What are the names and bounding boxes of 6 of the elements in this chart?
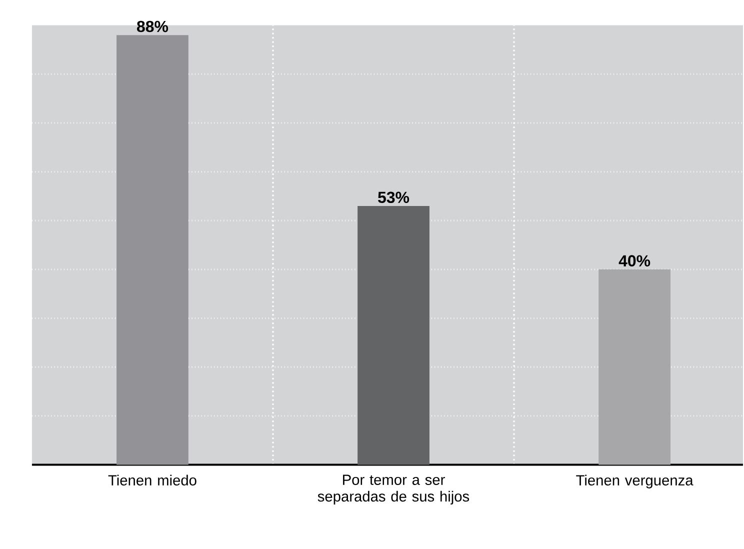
x-tick-label: Tienen miedo <box>108 474 196 486</box>
data-label: 40% <box>618 255 650 267</box>
data-label: 88% <box>136 21 168 32</box>
x-tick-label: Por temor a ser separadas de sus hijos <box>318 474 470 505</box>
x-tick-label: Tienen verguenza <box>576 474 694 489</box>
data-label: 53% <box>378 192 410 204</box>
